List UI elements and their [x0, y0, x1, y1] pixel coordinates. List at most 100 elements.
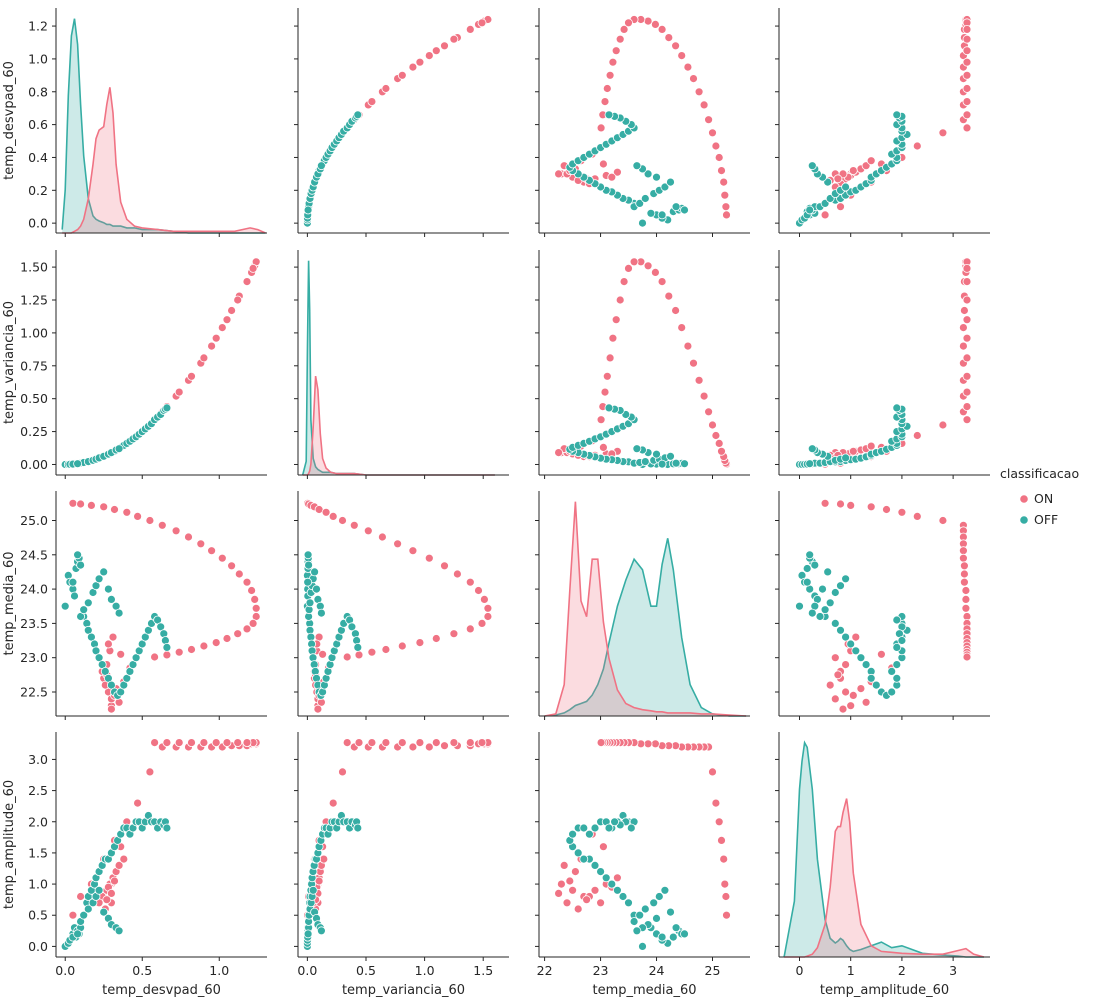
point-off	[640, 457, 650, 467]
y-tick-label: 0.4	[28, 150, 48, 165]
point-off	[99, 907, 109, 917]
point-on	[133, 798, 143, 808]
point-on	[162, 650, 172, 660]
point-off	[70, 591, 79, 601]
y-tick-label: 2.0	[28, 814, 48, 829]
point-on	[107, 889, 116, 898]
point-off	[668, 932, 678, 942]
point-off	[680, 205, 689, 215]
point-on	[962, 263, 972, 273]
point-on	[321, 507, 331, 517]
point-off	[805, 205, 815, 215]
point-on	[211, 333, 221, 343]
point-on	[962, 34, 972, 44]
point-on	[600, 387, 610, 397]
point-on	[367, 647, 377, 657]
point-off	[657, 459, 667, 469]
point-on	[962, 402, 972, 412]
point-on	[318, 649, 328, 659]
x-tick-label: 23	[593, 963, 609, 978]
point-on	[643, 261, 653, 271]
point-on	[116, 649, 126, 659]
point-off	[836, 625, 845, 635]
point-on	[599, 159, 608, 169]
point-on	[424, 742, 434, 752]
point-on	[248, 619, 258, 628]
point-off	[312, 584, 321, 594]
point-on	[465, 738, 475, 747]
point-on	[624, 263, 633, 273]
y-axis-label: temp_variancia_60	[2, 301, 17, 424]
point-off	[73, 459, 82, 469]
point-on	[961, 595, 971, 604]
point-on	[596, 415, 606, 425]
point-off	[805, 459, 815, 469]
point-on	[599, 842, 608, 852]
point-on	[222, 634, 232, 643]
point-on	[962, 97, 972, 106]
y-tick-label: 1.2	[28, 19, 48, 34]
point-on	[452, 569, 462, 579]
point-on	[877, 649, 886, 659]
point-on	[187, 645, 196, 654]
point-off	[624, 898, 633, 908]
point-on	[199, 353, 209, 363]
point-on	[199, 641, 209, 651]
y-tick-label: 0.6	[28, 117, 48, 132]
point-on	[483, 612, 493, 621]
point-on	[677, 51, 687, 60]
point-on	[711, 431, 721, 440]
point-off	[861, 660, 871, 669]
point-on	[962, 70, 972, 80]
point-off	[841, 182, 850, 192]
kde-fill-on	[302, 376, 495, 475]
point-off	[162, 643, 172, 652]
point-on	[99, 502, 109, 512]
point-on	[424, 51, 434, 60]
point-on	[721, 202, 731, 212]
point-off	[851, 646, 861, 656]
x-tick-label: 1.5	[473, 963, 493, 978]
point-on	[846, 701, 856, 711]
point-off	[871, 680, 881, 690]
point-off	[841, 574, 850, 584]
point-on	[397, 70, 407, 80]
point-off	[680, 459, 689, 469]
point-on	[573, 904, 583, 914]
point-on	[477, 738, 487, 747]
point-off	[316, 926, 326, 936]
point-on	[657, 24, 667, 34]
point-off	[79, 605, 89, 615]
point-off	[114, 444, 124, 454]
point-on	[704, 407, 713, 417]
point-off	[866, 673, 876, 683]
point-on	[608, 333, 618, 343]
point-off	[657, 210, 667, 220]
point-on	[171, 526, 181, 536]
x-tick-label: 1	[847, 963, 855, 978]
panel-temp_media_60-vs-temp_desvpad_60: 22.5 23.0 23.5 24.0 24.5 25.0 temp_media_60	[2, 491, 267, 720]
point-on	[211, 738, 221, 747]
point-on	[708, 128, 717, 138]
point-on	[962, 57, 972, 67]
point-off	[643, 169, 653, 179]
point-on	[68, 910, 78, 920]
point-on	[722, 910, 731, 920]
y-tick-label: 0.75	[20, 358, 48, 373]
point-off	[807, 161, 817, 171]
point-on	[233, 738, 243, 747]
point-on	[449, 738, 459, 747]
point-on	[431, 46, 441, 56]
point-off	[607, 879, 617, 889]
point-on	[207, 546, 217, 556]
panel-temp_desvpad_60-vs-temp_media_60	[535, 8, 750, 237]
point-on	[108, 632, 118, 642]
point-off	[99, 567, 109, 577]
point-on	[841, 687, 850, 697]
point-off	[836, 581, 845, 591]
point-on	[354, 650, 364, 660]
point-on	[717, 836, 726, 845]
point-on	[962, 123, 972, 133]
point-on	[866, 502, 876, 512]
point-on	[694, 375, 704, 385]
